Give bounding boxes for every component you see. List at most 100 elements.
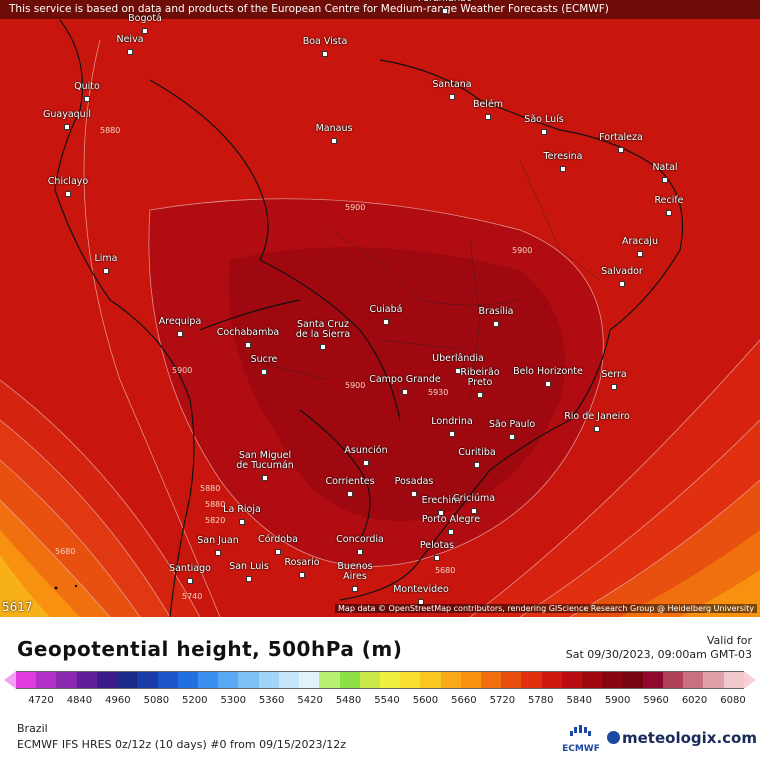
city-marker — [493, 321, 499, 327]
colorbar-tick-label: 5420 — [297, 695, 323, 706]
colorbar-cell — [117, 671, 138, 689]
color-scale — [4, 671, 756, 689]
colorbar-tick-label: 6020 — [681, 695, 708, 706]
city-label: La Rioja — [223, 504, 261, 515]
city-marker — [509, 434, 515, 440]
city-marker — [402, 389, 408, 395]
colorbar-cells — [16, 671, 744, 689]
city-label: São Paulo — [488, 419, 536, 430]
city-label: Chiclayo — [47, 176, 89, 187]
valid-time-block: Valid for Sat 09/30/2023, 09:00am GMT-03 — [566, 634, 752, 662]
meteologix-logo[interactable]: meteologix.com — [607, 729, 757, 747]
city-label: Rio de Janeiro — [564, 411, 630, 422]
colorbar-cell — [582, 671, 603, 689]
city-marker — [471, 508, 477, 514]
city-label: Erechim — [421, 495, 461, 506]
colorbar-tick-label: 5660 — [451, 695, 477, 706]
weather-map[interactable]: This service is based on data and produc… — [0, 0, 760, 617]
city-marker — [411, 491, 417, 497]
city-marker — [331, 138, 337, 144]
city-marker — [666, 210, 672, 216]
colorbar-cell — [137, 671, 158, 689]
colorbar-cell — [703, 671, 724, 689]
city-label: San Juan — [197, 535, 239, 546]
colorbar-tick-label: 5200 — [182, 695, 208, 706]
city-marker — [142, 28, 148, 34]
city-marker — [357, 549, 363, 555]
colorbar-tick-label: 6080 — [720, 695, 746, 706]
city-label: Buenos Aires — [337, 561, 373, 582]
city-label: Sucre — [250, 354, 278, 365]
colorbar-cell — [299, 671, 320, 689]
city-marker — [262, 475, 268, 481]
city-label: Belo Horizonte — [513, 366, 583, 377]
colorbar-cell — [339, 671, 360, 689]
colorbar-tick-label: 5300 — [220, 695, 246, 706]
city-label: Arequipa — [158, 316, 202, 327]
city-label: Salvador — [601, 266, 643, 277]
city-label: Teresina — [543, 151, 583, 162]
city-marker — [64, 124, 70, 130]
city-label: Cuiabá — [369, 304, 403, 315]
map-title: Geopotential height, 500hPa (m) — [17, 637, 403, 661]
colorbar-cell — [683, 671, 704, 689]
city-label: Montevideo — [393, 584, 449, 595]
colorbar-cell — [561, 671, 583, 689]
city-label: Belém — [472, 99, 504, 110]
city-label: Cochabamba — [216, 327, 280, 338]
colorbar-cell — [481, 671, 502, 689]
city-label: Manaus — [315, 123, 353, 134]
ecmwf-logo[interactable]: ECMWF — [558, 725, 604, 759]
city-marker — [485, 114, 491, 120]
city-marker — [103, 268, 109, 274]
colorbar-cell — [96, 671, 118, 689]
colorbar-cell — [379, 671, 401, 689]
map-attribution[interactable]: Map data © OpenStreetMap contributors, r… — [335, 604, 757, 613]
colorbar-cell — [501, 671, 522, 689]
colorbar-tick-label: 5900 — [604, 695, 631, 706]
city-label: Curitiba — [458, 447, 496, 458]
city-label: Campo Grande — [369, 374, 441, 385]
ecmwf-attribution: This service is based on data and produc… — [0, 0, 760, 19]
colorbar-cell — [56, 671, 77, 689]
city-label: Guayaquil — [43, 109, 91, 120]
contour-label: 5880 — [200, 484, 221, 493]
city-marker — [246, 576, 252, 582]
contour-label: 5900 — [345, 203, 366, 212]
valid-for-label: Valid for — [706, 634, 752, 647]
city-marker — [187, 578, 193, 584]
colorbar-cell — [460, 671, 482, 689]
colorbar-cell — [359, 671, 380, 689]
colorbar-tick-label: 5960 — [643, 695, 669, 706]
city-marker — [245, 342, 251, 348]
city-marker — [275, 549, 281, 555]
city-marker — [127, 49, 133, 55]
city-marker — [363, 460, 369, 466]
colorbar-cell — [258, 671, 279, 689]
city-label: Recife — [654, 195, 684, 206]
region-label: Brazil — [17, 722, 48, 735]
city-marker — [442, 8, 448, 14]
colorbar-tick-label: 5540 — [374, 695, 400, 706]
ecmwf-logo-text: ECMWF — [562, 744, 600, 754]
colorbar-tick-label: 5080 — [143, 695, 170, 706]
city-marker — [261, 369, 267, 375]
city-marker — [239, 519, 245, 525]
geopotential-map-canvas — [0, 0, 760, 617]
city-label: Natal — [652, 162, 678, 173]
city-marker — [560, 166, 566, 172]
contour-label: 5930 — [428, 388, 449, 397]
colorbar-tick-label: 5720 — [489, 695, 516, 706]
city-label: Pelotas — [419, 540, 455, 551]
contour-label: 5900 — [345, 381, 366, 390]
city-label: Boa Vista — [302, 36, 348, 47]
city-marker — [619, 281, 625, 287]
meteologix-icon — [607, 731, 620, 744]
colorbar-max-arrow — [744, 671, 756, 689]
colorbar-cell — [76, 671, 97, 689]
city-label: Bogotá — [128, 13, 162, 24]
colorbar-cell — [157, 671, 178, 689]
model-info: ECMWF IFS HRES 0z/12z (10 days) #0 from … — [17, 738, 346, 751]
colorbar-tick-label: 5480 — [335, 695, 362, 706]
city-marker — [618, 147, 624, 153]
